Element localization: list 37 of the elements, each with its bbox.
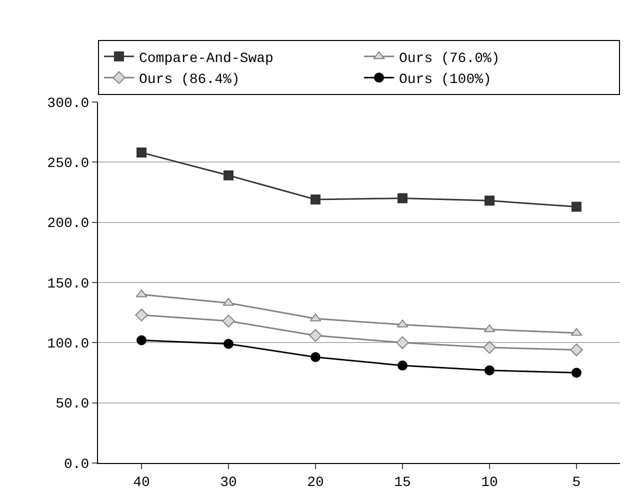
point: [483, 341, 496, 354]
point: [398, 360, 408, 371]
point: [224, 170, 234, 180]
y-tick-label: 50.0: [56, 396, 90, 413]
x-tick-label: 5: [572, 474, 581, 491]
point: [309, 329, 322, 342]
x-tick-label: 15: [394, 474, 411, 491]
y-tick-label: 300.0: [47, 96, 90, 112]
legend-label: Ours (86.4%): [139, 72, 240, 88]
point: [222, 298, 234, 306]
x-tick-label: 40: [133, 474, 150, 491]
point: [136, 335, 146, 346]
y-tick-label: 0.0: [64, 456, 90, 473]
point: [135, 308, 148, 322]
y-tick-label: 200.0: [47, 216, 90, 232]
point: [224, 338, 234, 349]
point: [396, 336, 409, 350]
y-tick-label: 250.0: [47, 156, 90, 172]
point: [310, 352, 320, 362]
point: [484, 324, 496, 332]
legend-label: Ours (76.0%): [399, 50, 500, 67]
point: [572, 202, 582, 212]
point: [310, 194, 320, 204]
y-tick-label: 100.0: [47, 336, 90, 353]
point: [484, 365, 494, 376]
legend-label: Compare-And-Swap: [139, 50, 274, 67]
point: [222, 314, 235, 328]
x-tick-label: 30: [220, 474, 237, 491]
x-tick-label: 20: [307, 474, 324, 491]
point: [136, 148, 146, 158]
x-tick-label: 10: [481, 474, 498, 491]
point: [484, 196, 494, 206]
point: [570, 344, 583, 356]
point: [572, 368, 582, 378]
legend-label: Ours (100%): [399, 72, 492, 88]
y-tick-label: 150.0: [47, 276, 90, 292]
point: [398, 193, 408, 204]
